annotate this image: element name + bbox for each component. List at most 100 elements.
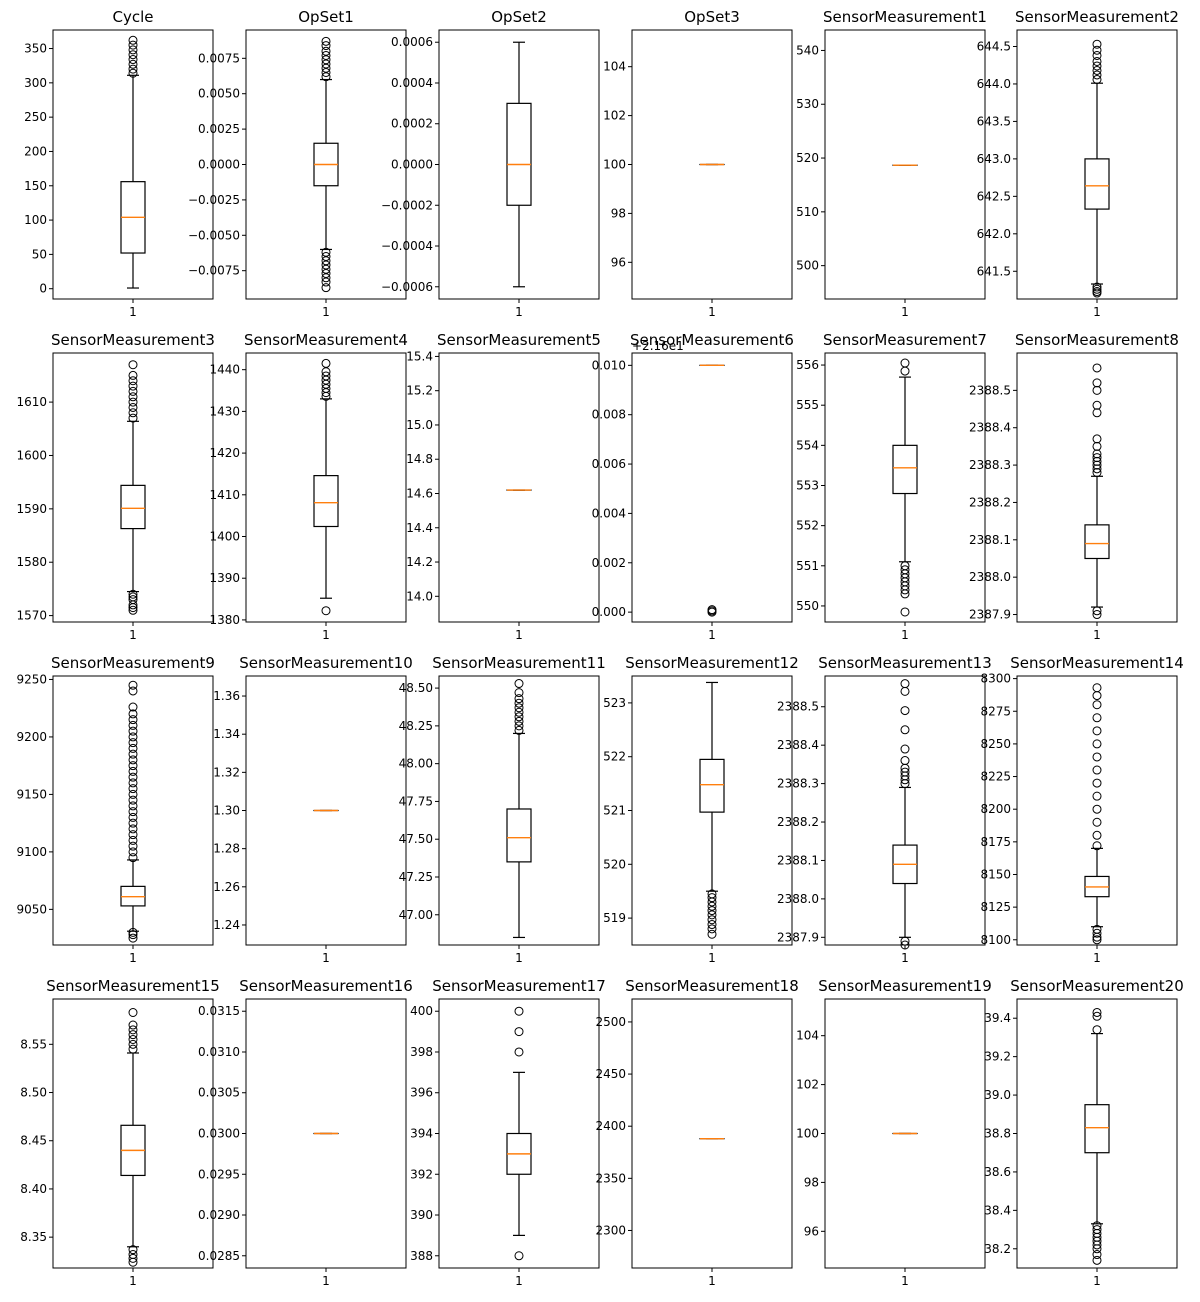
chart-6-ytick-label: 644.5 bbox=[977, 39, 1011, 53]
chart-18-ytick-label: 8225 bbox=[980, 770, 1011, 784]
chart-7-ytick-label: 1600 bbox=[16, 448, 47, 462]
chart-3-ytick-label: 0.0004 bbox=[391, 76, 433, 90]
chart-6-outlier bbox=[1092, 45, 1102, 55]
chart-19-outlier bbox=[128, 1007, 138, 1017]
chart-17-panel: SensorMeasurement13 2387.9 2388.0 2388.1 238… bbox=[777, 654, 992, 965]
chart-9-ytick-label: 14.8 bbox=[406, 452, 433, 466]
chart-4-ytick-label: 98 bbox=[611, 206, 626, 220]
chart-18-outlier bbox=[1092, 932, 1102, 942]
chart-21-outlier bbox=[514, 1027, 524, 1037]
chart-24-ytick-label: 39.2 bbox=[984, 1050, 1011, 1064]
chart-16-outlier bbox=[707, 924, 717, 934]
chart-6-panel: SensorMeasurement2 641.5 642.0 642.5 643.0 64… bbox=[977, 8, 1179, 319]
chart-1-outlier bbox=[128, 35, 138, 45]
chart-16-outlier bbox=[707, 915, 717, 925]
chart-12-ytick-label: 2388.5 bbox=[969, 383, 1011, 397]
chart-19-title: SensorMeasurement15 bbox=[46, 977, 219, 995]
chart-7-outlier bbox=[128, 381, 138, 391]
chart-20-ytick-label: 0.0300 bbox=[198, 1127, 240, 1141]
chart-10-offset-label: +2.16e1 bbox=[632, 339, 684, 353]
chart-8-outlier bbox=[321, 606, 331, 616]
chart-18-ytick-label: 8275 bbox=[980, 704, 1011, 718]
chart-8-axes-frame bbox=[245, 352, 407, 623]
chart-13-outlier bbox=[128, 830, 138, 840]
chart-12-outlier bbox=[1092, 606, 1102, 616]
chart-23-ytick-label: 98 bbox=[804, 1175, 819, 1189]
chart-6-outlier bbox=[1092, 39, 1102, 49]
chart-23-ytick-label: 102 bbox=[796, 1078, 819, 1092]
chart-18-outlier bbox=[1092, 713, 1102, 723]
chart-14-panel: SensorMeasurement10 1.24 1.26 1.28 1.30 1.32 1… bbox=[213, 654, 412, 965]
chart-11-outlier bbox=[900, 366, 910, 376]
chart-13-outlier bbox=[128, 841, 138, 851]
chart-7-outlier bbox=[128, 600, 138, 610]
chart-13-outlier bbox=[128, 789, 138, 799]
chart-12-outlier bbox=[1092, 441, 1102, 451]
chart-8-ytick-label: 1410 bbox=[209, 488, 240, 502]
chart-23-ytick-label: 104 bbox=[796, 1029, 819, 1043]
chart-17-outlier bbox=[900, 679, 910, 689]
chart-22-ytick-label: 2450 bbox=[595, 1067, 626, 1081]
chart-7-ytick-label: 1570 bbox=[16, 609, 47, 623]
chart-22-ytick-label: 2500 bbox=[595, 1015, 626, 1029]
chart-19-panel: SensorMeasurement15 8.35 8.40 8.45 8.50 8.55 1 bbox=[20, 977, 219, 1288]
chart-20-title: SensorMeasurement16 bbox=[239, 977, 412, 995]
chart-17-ytick-label: 2388.3 bbox=[777, 777, 819, 791]
chart-6-ytick-label: 643.5 bbox=[977, 114, 1011, 128]
chart-12-outlier bbox=[1092, 363, 1102, 373]
chart-16-ytick-label: 520 bbox=[603, 857, 626, 871]
chart-7-outlier bbox=[128, 603, 138, 613]
chart-21-outlier bbox=[514, 1251, 524, 1261]
chart-24-outlier bbox=[1092, 1007, 1102, 1017]
chart-13-xtick-label: 1 bbox=[129, 951, 137, 965]
chart-2-ytick-label: −0.0025 bbox=[188, 193, 240, 207]
chart-10-outlier bbox=[707, 605, 717, 615]
chart-13-outlier bbox=[128, 801, 138, 811]
chart-10-ytick-label: 0.000 bbox=[592, 605, 626, 619]
chart-10-ytick-label: 0.008 bbox=[592, 408, 626, 422]
chart-7-outlier bbox=[128, 360, 138, 370]
chart-6-xtick-label: 1 bbox=[1093, 305, 1101, 319]
chart-7-outlier bbox=[128, 376, 138, 386]
chart-13-outlier bbox=[128, 853, 138, 863]
chart-7-outlier bbox=[128, 589, 138, 599]
chart-6-outlier bbox=[1092, 65, 1102, 75]
chart-6-outlier bbox=[1092, 50, 1102, 60]
chart-2-title: OpSet1 bbox=[298, 8, 354, 26]
chart-15-ytick-label: 47.50 bbox=[399, 832, 433, 846]
chart-4-xtick-label: 1 bbox=[708, 305, 716, 319]
chart-17-ytick-label: 2387.9 bbox=[777, 930, 819, 944]
chart-17-ytick-label: 2388.1 bbox=[777, 853, 819, 867]
chart-2-outlier bbox=[321, 50, 331, 60]
chart-15-outlier bbox=[514, 703, 524, 713]
chart-10-ytick-label: 0.004 bbox=[592, 506, 626, 520]
chart-5-ytick-label: 520 bbox=[796, 151, 819, 165]
chart-21-outlier bbox=[514, 1006, 524, 1016]
chart-18-outlier bbox=[1092, 700, 1102, 710]
chart-13-outlier bbox=[128, 738, 138, 748]
chart-10-ytick-label: 0.006 bbox=[592, 457, 626, 471]
chart-8-ytick-label: 1390 bbox=[209, 571, 240, 585]
chart-1-ytick-label: 100 bbox=[24, 213, 47, 227]
chart-16-axes-frame bbox=[631, 675, 793, 946]
chart-16-ytick-label: 522 bbox=[603, 750, 626, 764]
chart-16-outlier bbox=[707, 910, 717, 920]
chart-11-ytick-label: 556 bbox=[796, 358, 819, 372]
chart-18-xtick-label: 1 bbox=[1093, 951, 1101, 965]
chart-11-box bbox=[892, 444, 918, 495]
chart-2-outlier bbox=[321, 277, 331, 287]
chart-6-outlier bbox=[1092, 282, 1102, 292]
chart-19-outlier bbox=[128, 1030, 138, 1040]
chart-7-outlier bbox=[128, 408, 138, 418]
chart-2-panel: OpSet1 −0.0075 −0.0050 −0.0025 0.0000 0.0025 0… bbox=[188, 8, 407, 319]
chart-17-xtick-label: 1 bbox=[901, 951, 909, 965]
chart-15-ytick-label: 47.75 bbox=[399, 794, 433, 808]
chart-16-ytick-label: 519 bbox=[603, 911, 626, 925]
chart-11-ytick-label: 552 bbox=[796, 519, 819, 533]
chart-14-ytick-label: 1.26 bbox=[213, 880, 240, 894]
chart-14-ytick-label: 1.30 bbox=[213, 804, 240, 818]
chart-13-ytick-label: 9050 bbox=[16, 902, 47, 916]
chart-6-outlier bbox=[1092, 61, 1102, 71]
chart-20-ytick-label: 0.0290 bbox=[198, 1208, 240, 1222]
chart-16-outlier bbox=[707, 906, 717, 916]
